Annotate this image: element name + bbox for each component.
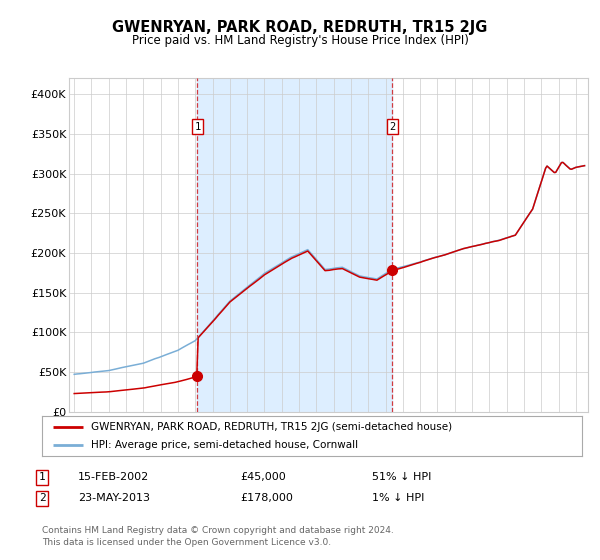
Text: 1% ↓ HPI: 1% ↓ HPI [372,493,424,503]
Bar [197,78,392,412]
Text: 2: 2 [38,493,46,503]
Text: £45,000: £45,000 [240,472,286,482]
Text: HPI: Average price, semi-detached house, Cornwall: HPI: Average price, semi-detached house,… [91,440,358,450]
Text: 15-FEB-2002: 15-FEB-2002 [78,472,149,482]
Text: 23-MAY-2013: 23-MAY-2013 [78,493,150,503]
Text: 51% ↓ HPI: 51% ↓ HPI [372,472,431,482]
Text: 1: 1 [38,472,46,482]
Text: £178,000: £178,000 [240,493,293,503]
Text: GWENRYAN, PARK ROAD, REDRUTH, TR15 2JG (semi-detached house): GWENRYAN, PARK ROAD, REDRUTH, TR15 2JG (… [91,422,452,432]
Text: GWENRYAN, PARK ROAD, REDRUTH, TR15 2JG: GWENRYAN, PARK ROAD, REDRUTH, TR15 2JG [112,20,488,35]
Text: 2: 2 [389,122,395,132]
Text: Contains HM Land Registry data © Crown copyright and database right 2024.
This d: Contains HM Land Registry data © Crown c… [42,526,394,547]
Text: 1: 1 [194,122,200,132]
Text: Price paid vs. HM Land Registry's House Price Index (HPI): Price paid vs. HM Land Registry's House … [131,34,469,46]
